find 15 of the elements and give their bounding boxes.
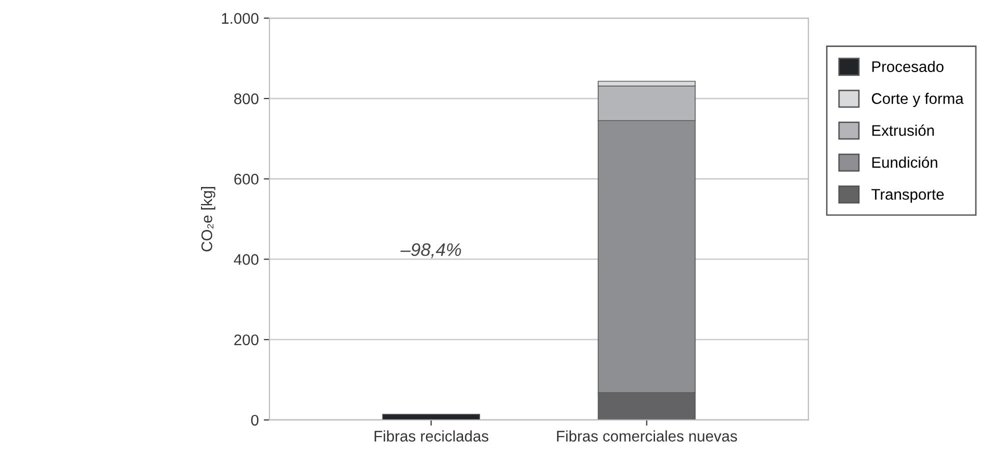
y-axis-title: CO₂e [kg] [201,187,216,252]
y-tick-label: 0 [251,414,258,426]
annotation: –98,4% [400,243,461,258]
legend-label: Transporte [871,189,944,203]
y-tick-label: 800 [234,93,258,104]
y-tick-label: 200 [234,334,258,346]
y-tick-label: 1.000 [222,13,258,24]
x-tick-label: Fibras comerciales nuevas [557,430,738,442]
legend-label: Procesado [872,60,944,72]
legend-label: Eundición [872,156,938,168]
legend-label: Extrusión [872,124,934,136]
legend-label: Corte y forma [872,92,964,108]
y-tick-label: 400 [234,254,258,265]
x-tick-label: Fibras recicladas [374,430,488,442]
y-tick-label: 600 [234,174,258,185]
